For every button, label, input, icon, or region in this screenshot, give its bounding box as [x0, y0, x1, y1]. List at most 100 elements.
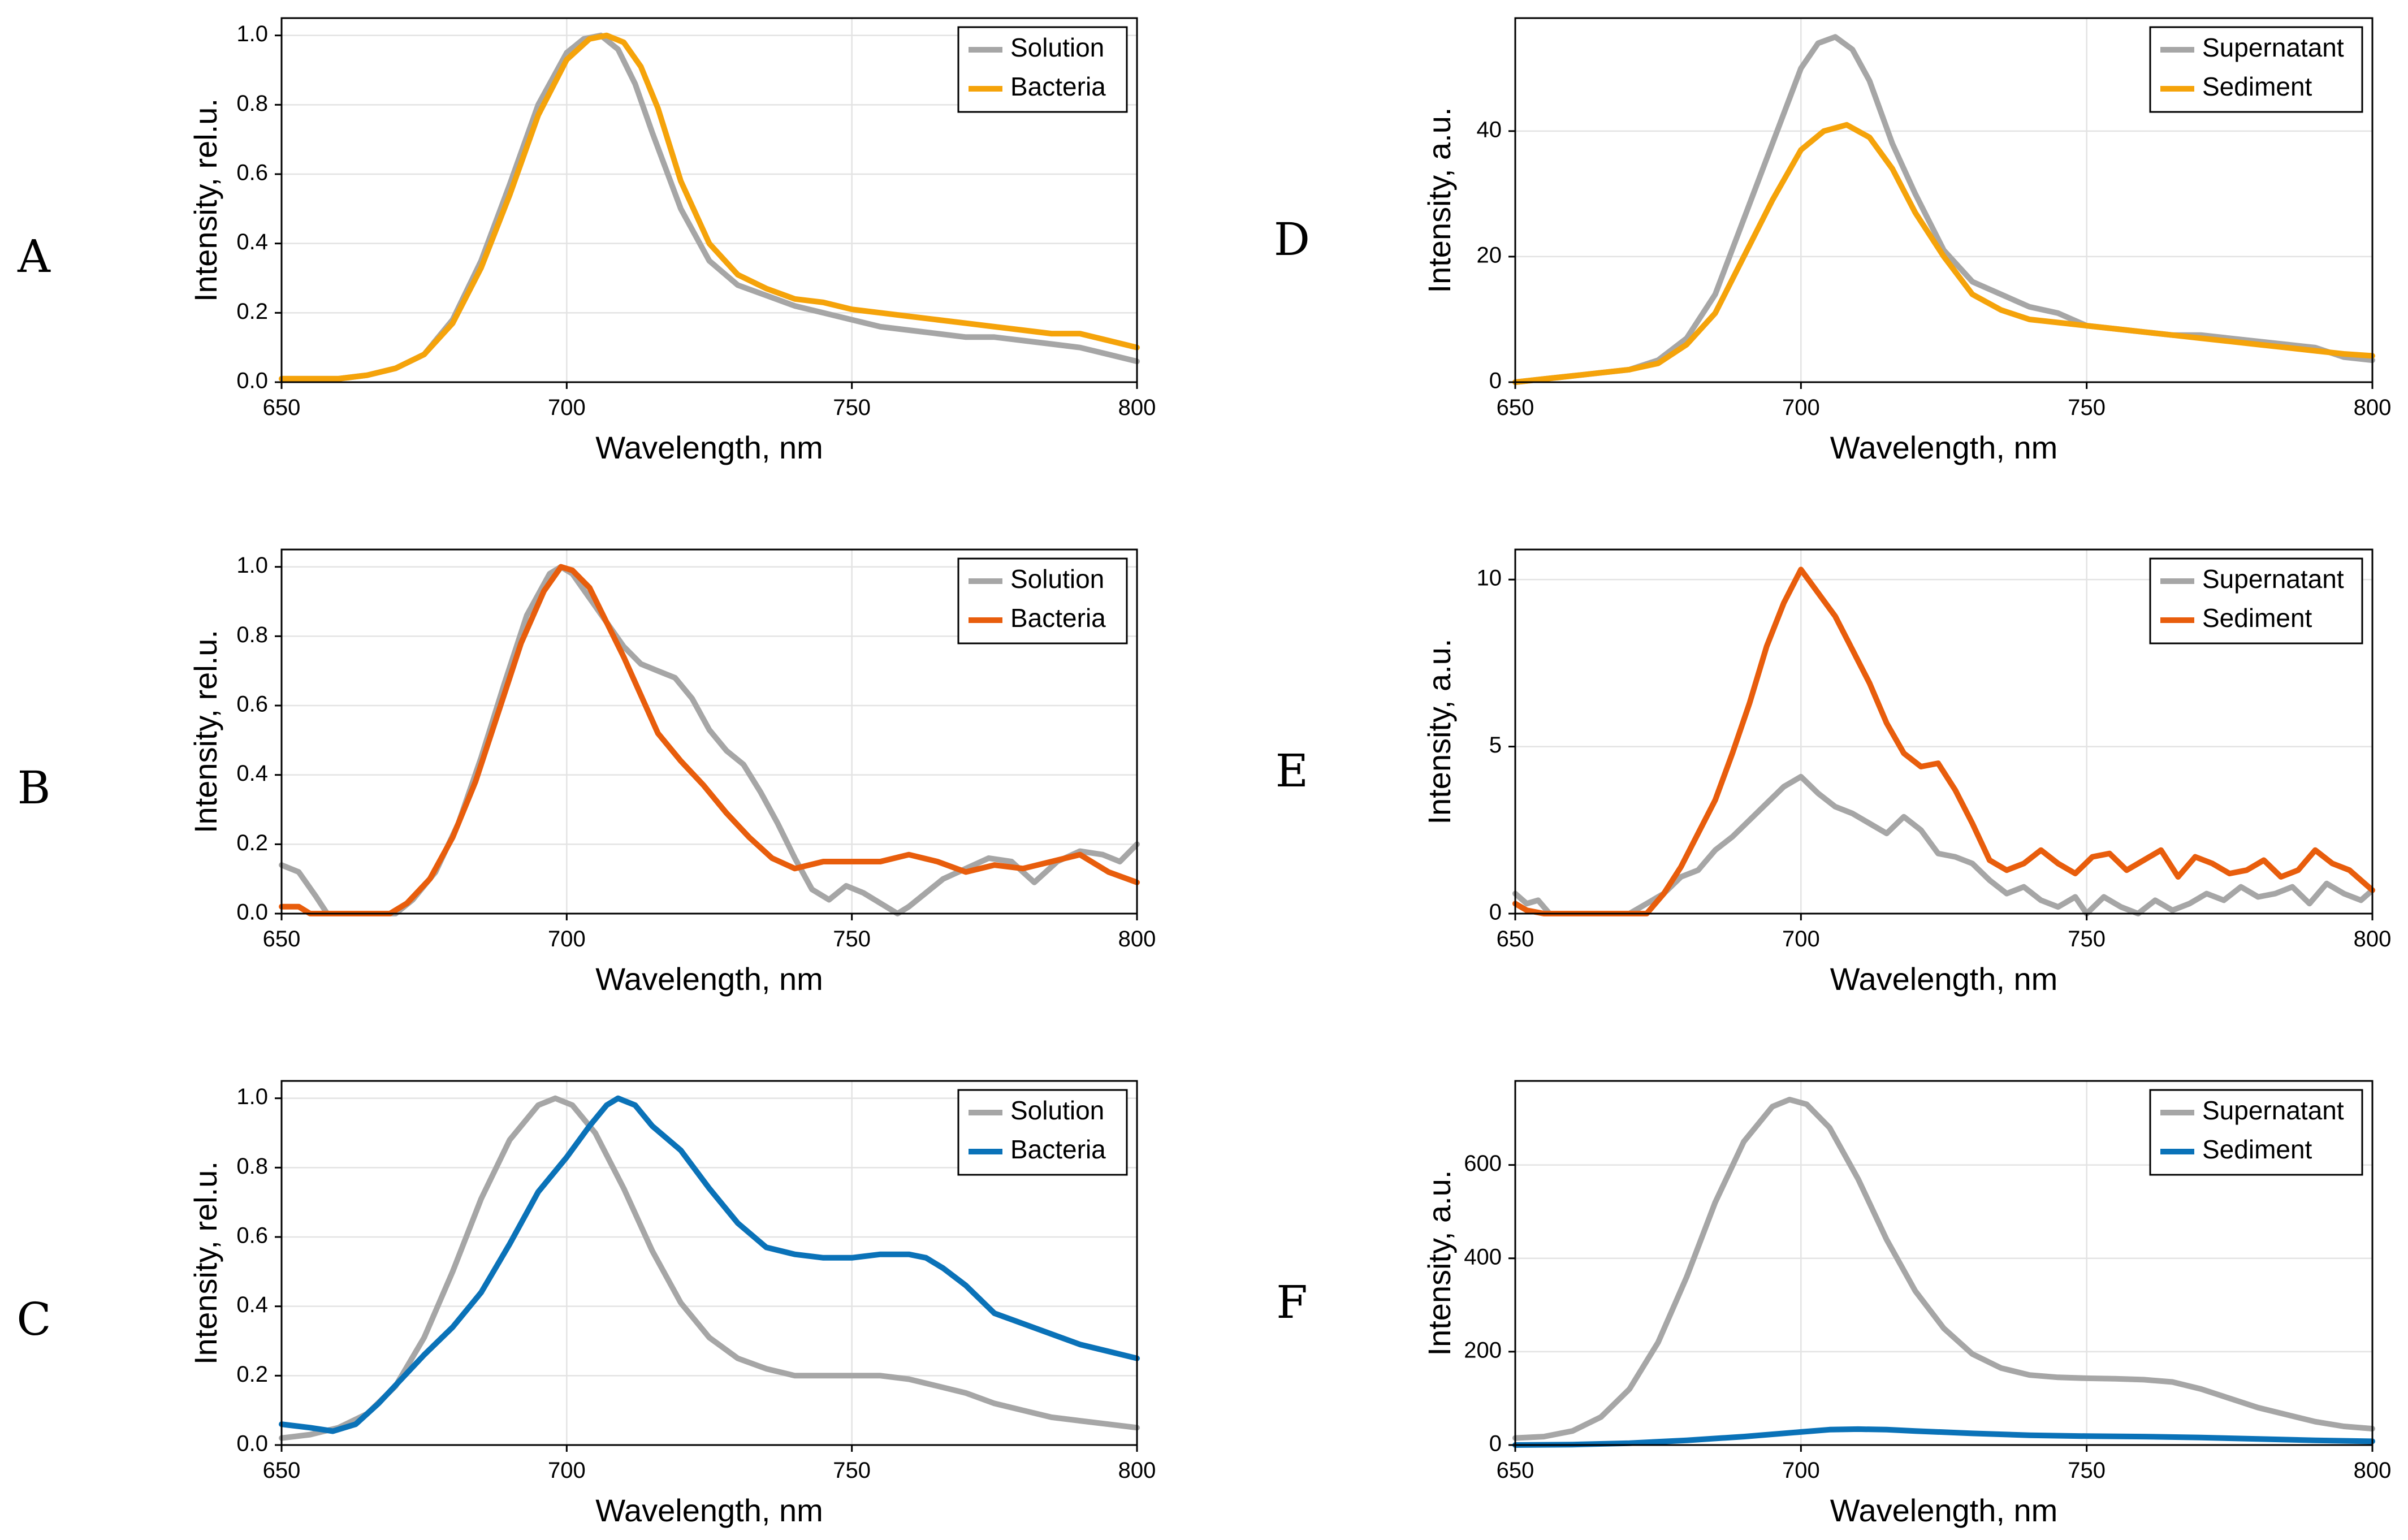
y-axis-label: Intensity, rel.u. [188, 630, 223, 833]
x-tick-label: 800 [1118, 927, 1156, 951]
x-tick-label: 800 [2354, 395, 2392, 420]
y-tick-label: 600 [1464, 1151, 1502, 1176]
x-axis-label: Wavelength, nm [595, 430, 823, 465]
panel-letter-c: C [16, 1293, 51, 1346]
legend-label: Bacteria [1010, 72, 1106, 101]
y-tick-label: 0 [1489, 900, 1502, 925]
panel-letter-e: E [1276, 745, 1308, 797]
plot-frame [280, 1080, 1138, 1446]
series-line-sediment [1512, 122, 2375, 385]
y-tick-label: 0.6 [236, 692, 268, 717]
x-tick-label: 750 [2068, 927, 2106, 951]
legend: Solution Bacteria [957, 26, 1128, 113]
legend: Supernatant Sediment [2149, 557, 2363, 644]
legend-label: Solution [1010, 564, 1104, 594]
legend: Supernatant Sediment [2149, 1089, 2363, 1176]
panel-e: E 650 700 750 800 0 5 10 Wavelength, nm Intensity… [1276, 548, 2392, 997]
legend-label: Sediment [2202, 603, 2312, 633]
x-axis-label: Wavelength, nm [595, 1493, 823, 1528]
series-line-sediment [1512, 566, 2375, 916]
plot-frame [1514, 17, 2374, 383]
plot-frame [1514, 548, 2374, 915]
y-tick-label: 0.2 [236, 830, 268, 855]
y-axis-label: Intensity, rel.u. [188, 98, 223, 302]
y-tick-label: 10 [1477, 566, 1502, 591]
legend-box [2149, 557, 2363, 644]
y-axis-label: Intensity, a.u. [1421, 639, 1457, 825]
legend-label: Supernatant [2202, 1096, 2344, 1125]
panel-letter-d: D [1274, 213, 1310, 266]
x-tick-label: 700 [548, 1458, 586, 1483]
y-tick-label: 0.6 [236, 161, 268, 185]
x-tick-label: 700 [1782, 395, 1820, 420]
panel-b: B 650 700 750 800 0.0 0.2 0.4 0.6 0.8 1.0 Wavelengt… [18, 548, 1156, 997]
legend-box [2149, 26, 2363, 113]
legend-label: Bacteria [1010, 603, 1106, 633]
x-tick-label: 800 [2354, 927, 2392, 951]
panel-d: D 650 700 750 800 0 20 40 Wavelength, nm Intensit… [1274, 17, 2392, 465]
y-tick-label: 0 [1489, 1431, 1502, 1456]
x-tick-label: 650 [263, 1458, 301, 1483]
plot-frame [1514, 1080, 2374, 1446]
legend-box [957, 1089, 1128, 1176]
y-axis-label: Intensity, a.u. [1421, 1170, 1457, 1356]
y-tick-label: 0.4 [236, 230, 268, 254]
y-tick-label: 1.0 [236, 553, 268, 578]
x-tick-label: 800 [1118, 395, 1156, 420]
y-tick-label: 5 [1489, 733, 1502, 758]
y-tick-label: 0.2 [236, 1362, 268, 1387]
y-axis-label: Intensity, a.u. [1421, 107, 1457, 293]
x-tick-label: 700 [548, 395, 586, 420]
x-tick-label: 650 [1497, 1458, 1534, 1483]
series-line-bacteria [279, 32, 1140, 382]
x-tick-label: 750 [833, 395, 871, 420]
x-tick-label: 750 [833, 1458, 871, 1483]
series-line-solution [279, 1095, 1140, 1441]
x-tick-label: 650 [1497, 395, 1534, 420]
legend-label: Supernatant [2202, 33, 2344, 62]
y-axis-label: Intensity, rel.u. [188, 1161, 223, 1365]
legend: Solution Bacteria [957, 1089, 1128, 1176]
panel-letter-b: B [18, 762, 51, 814]
y-tick-label: 20 [1477, 243, 1502, 267]
legend: Supernatant Sediment [2149, 26, 2363, 113]
legend-box [957, 26, 1128, 113]
y-tick-label: 0.6 [236, 1223, 268, 1248]
series-line-bacteria [279, 564, 1140, 916]
x-tick-label: 700 [1782, 1458, 1820, 1483]
x-tick-label: 700 [548, 927, 586, 951]
legend-label: Bacteria [1010, 1135, 1106, 1164]
y-tick-label: 1.0 [236, 21, 268, 46]
x-axis-label: Wavelength, nm [1830, 961, 2058, 997]
y-tick-label: 0.0 [236, 1431, 268, 1456]
series-line-bacteria [279, 1095, 1140, 1434]
panel-c: C 650 700 750 800 0.0 0.2 0.4 0.6 0.8 1.0 Wavelengt… [16, 1080, 1156, 1528]
x-tick-label: 800 [2354, 1458, 2392, 1483]
y-tick-label: 0.8 [236, 1154, 268, 1179]
y-tick-label: 0.0 [236, 900, 268, 925]
x-tick-label: 650 [263, 927, 301, 951]
legend-box [957, 557, 1128, 644]
legend-label: Sediment [2202, 1135, 2312, 1164]
plot-frame [280, 548, 1138, 915]
panel-a: A 650 700 750 800 0.0 0.2 0.4 0.6 0.8 1.0 Wavelengt… [17, 17, 1156, 465]
y-tick-label: 200 [1464, 1338, 1502, 1362]
series-line-supernatant [1512, 1097, 2375, 1441]
legend-label: Solution [1010, 1096, 1104, 1125]
y-tick-label: 1.0 [236, 1084, 268, 1109]
y-tick-label: 40 [1477, 117, 1502, 142]
x-axis-label: Wavelength, nm [1830, 1493, 2058, 1528]
x-axis-label: Wavelength, nm [595, 961, 823, 997]
legend-label: Supernatant [2202, 564, 2344, 594]
x-tick-label: 750 [2068, 395, 2106, 420]
x-tick-label: 650 [1497, 927, 1534, 951]
legend: Solution Bacteria [957, 557, 1128, 644]
y-tick-label: 0.4 [236, 1292, 268, 1317]
legend-label: Solution [1010, 33, 1104, 62]
y-tick-label: 0 [1489, 369, 1502, 393]
x-tick-label: 800 [1118, 1458, 1156, 1483]
series-line-supernatant [1512, 34, 2375, 385]
legend-label: Sediment [2202, 72, 2312, 101]
legend-box [2149, 1089, 2363, 1176]
